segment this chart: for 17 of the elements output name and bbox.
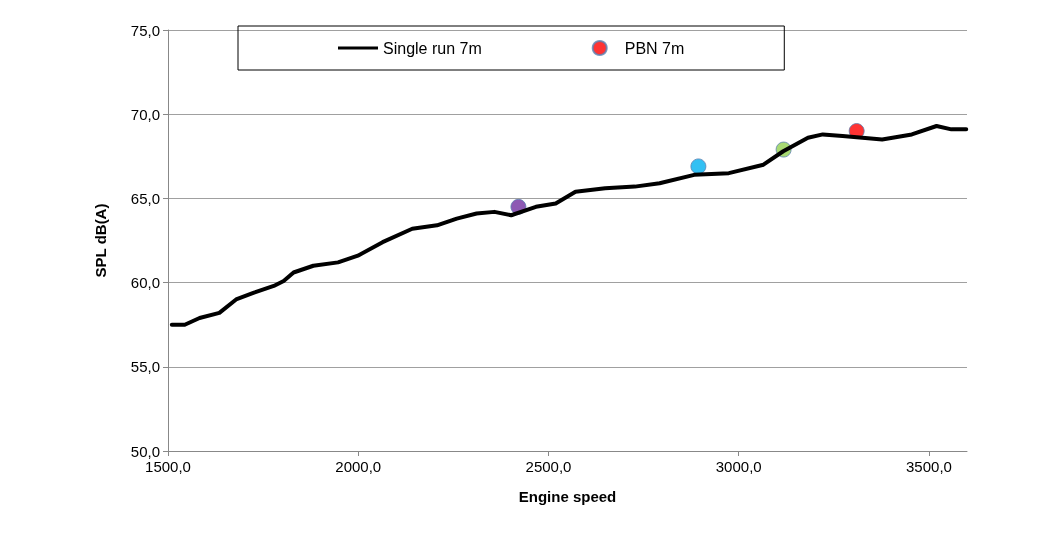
- point: [690, 158, 707, 175]
- x-tick-label: 2500,0: [525, 458, 572, 475]
- y-tick-label: 65,0: [130, 189, 160, 207]
- y-tick-label: 70,0: [130, 105, 160, 123]
- line-series: [169, 123, 969, 327]
- x-tick-label: 2000,0: [335, 458, 382, 475]
- y-tick-label: 50,0: [130, 442, 160, 460]
- legend-label: PBN 7m: [624, 39, 685, 57]
- legend-label: Single run 7m: [383, 39, 482, 57]
- y-tick-label: 60,0: [130, 274, 160, 292]
- x-axis-title: Engine speed: [518, 488, 617, 505]
- y-tick-label: 75,0: [130, 21, 160, 39]
- x-tick-label: 3500,0: [906, 458, 952, 475]
- x-tick-label: 3000,0: [715, 458, 762, 475]
- y-tick-label: 55,0: [130, 358, 160, 376]
- y-axis-title: SPL dB(A): [92, 203, 109, 278]
- x-tick-label: 1500,0: [145, 458, 191, 475]
